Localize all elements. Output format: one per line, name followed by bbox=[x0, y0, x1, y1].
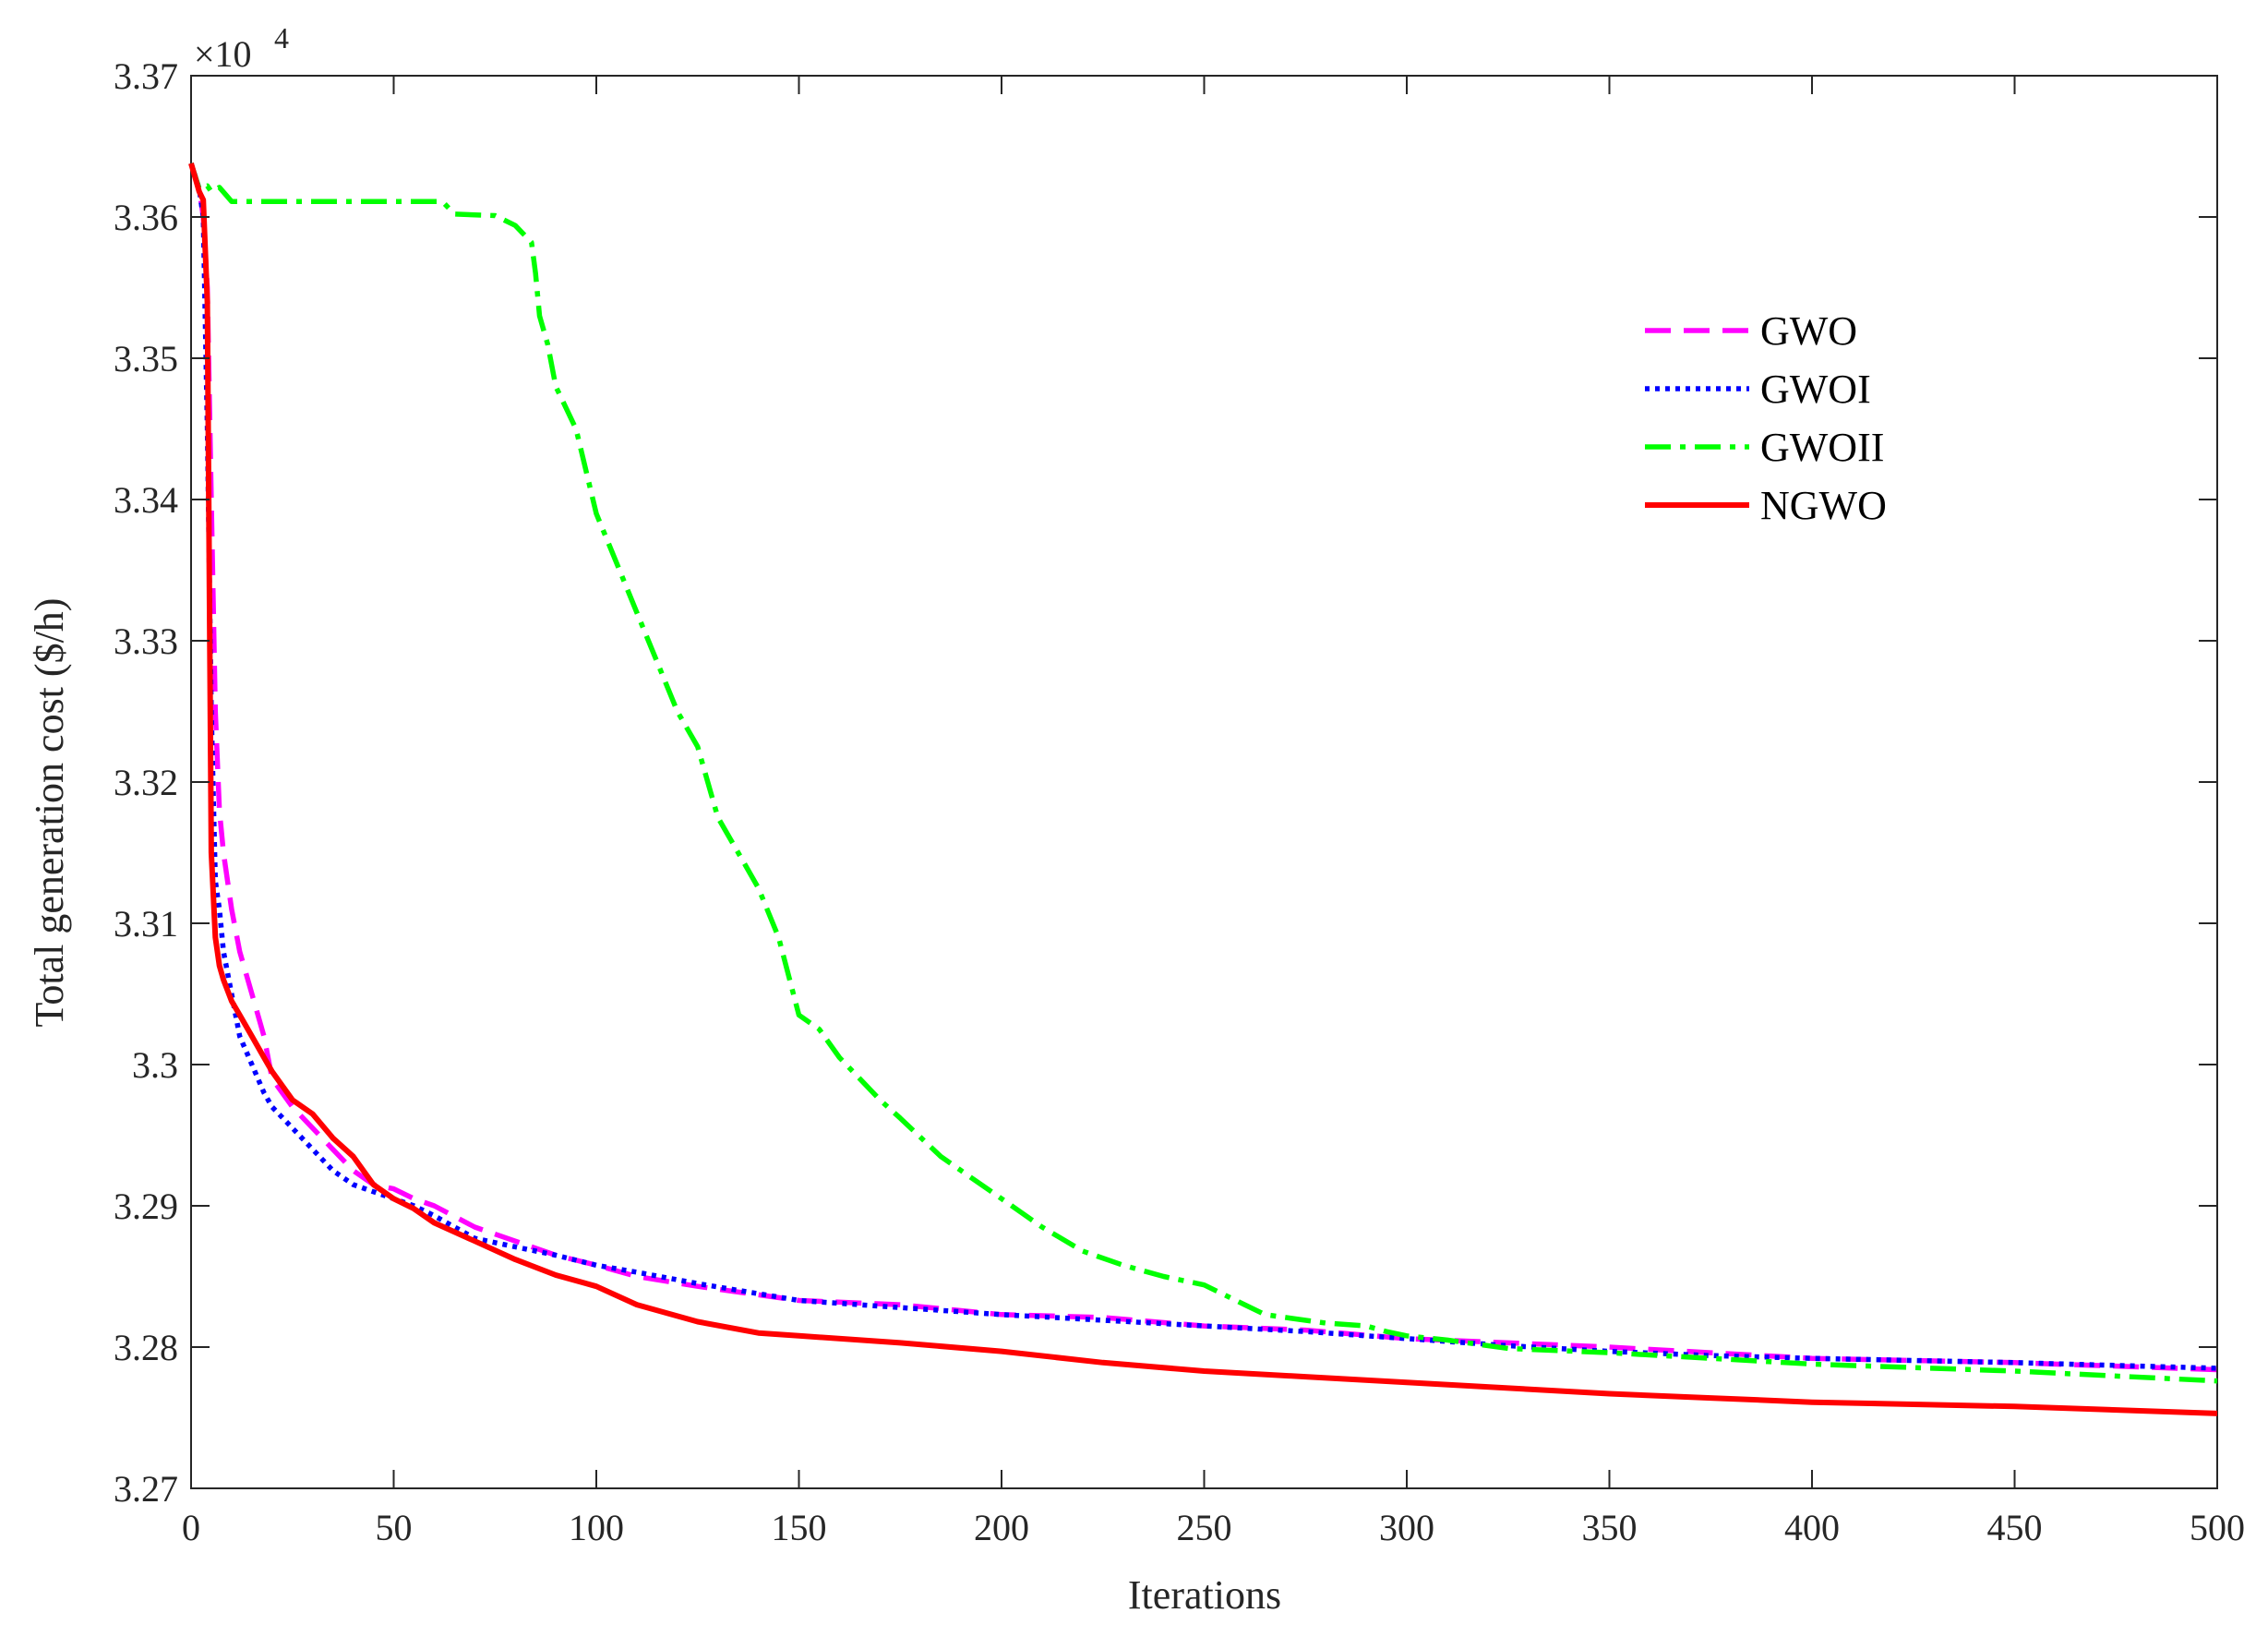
x-tick-label: 350 bbox=[1582, 1507, 1638, 1548]
x-tick-label: 400 bbox=[1784, 1507, 1840, 1548]
x-tick-label: 300 bbox=[1379, 1507, 1434, 1548]
x-axis-title: Iterations bbox=[1128, 1572, 1281, 1618]
x-tick-label: 0 bbox=[182, 1507, 200, 1548]
y-tick-label: 3.33 bbox=[114, 620, 178, 662]
series-layer bbox=[188, 162, 2218, 1416]
legend: GWO GWOI GWOII NGWO bbox=[1645, 308, 1887, 528]
y-multiplier-label: ×10 bbox=[194, 33, 252, 75]
y-tick-label: 3.37 bbox=[114, 55, 178, 97]
x-tick-label: 100 bbox=[569, 1507, 624, 1548]
x-tick-label: 250 bbox=[1177, 1507, 1232, 1548]
x-tick-label: 50 bbox=[376, 1507, 413, 1548]
series-line-ngwo bbox=[188, 162, 2218, 1416]
ticks-layer: 0 50 100 150 200 250 300 350 400 450 500 3.27 3.28 3.… bbox=[114, 55, 2245, 1548]
y-axis-title: Total generation cost ($/h) bbox=[27, 598, 72, 1028]
x-tick-label: 150 bbox=[772, 1507, 827, 1548]
series-line-gwoii bbox=[188, 162, 2218, 1384]
legend-label-gwoii: GWOII bbox=[1760, 425, 1884, 470]
y-tick-label: 3.31 bbox=[114, 903, 178, 945]
y-tick-label: 3.36 bbox=[114, 197, 178, 238]
x-tick-label: 450 bbox=[1987, 1507, 2043, 1548]
y-multiplier-exponent: 4 bbox=[274, 21, 289, 54]
y-tick-label: 3.34 bbox=[114, 479, 178, 521]
y-tick-label: 3.27 bbox=[114, 1468, 178, 1510]
legend-label-gwoi: GWOI bbox=[1760, 367, 1871, 412]
y-tick-label: 3.29 bbox=[114, 1186, 178, 1227]
x-tick-label: 200 bbox=[974, 1507, 1029, 1548]
y-tick-label: 3.28 bbox=[114, 1327, 178, 1368]
x-tick-label: 500 bbox=[2190, 1507, 2245, 1548]
legend-label-ngwo: NGWO bbox=[1760, 483, 1887, 528]
y-tick-label: 3.35 bbox=[114, 338, 178, 379]
y-tick-label: 3.32 bbox=[114, 762, 178, 803]
series-line-gwo bbox=[188, 162, 2218, 1373]
y-tick-label: 3.3 bbox=[132, 1044, 178, 1086]
legend-label-gwo: GWO bbox=[1760, 308, 1857, 354]
